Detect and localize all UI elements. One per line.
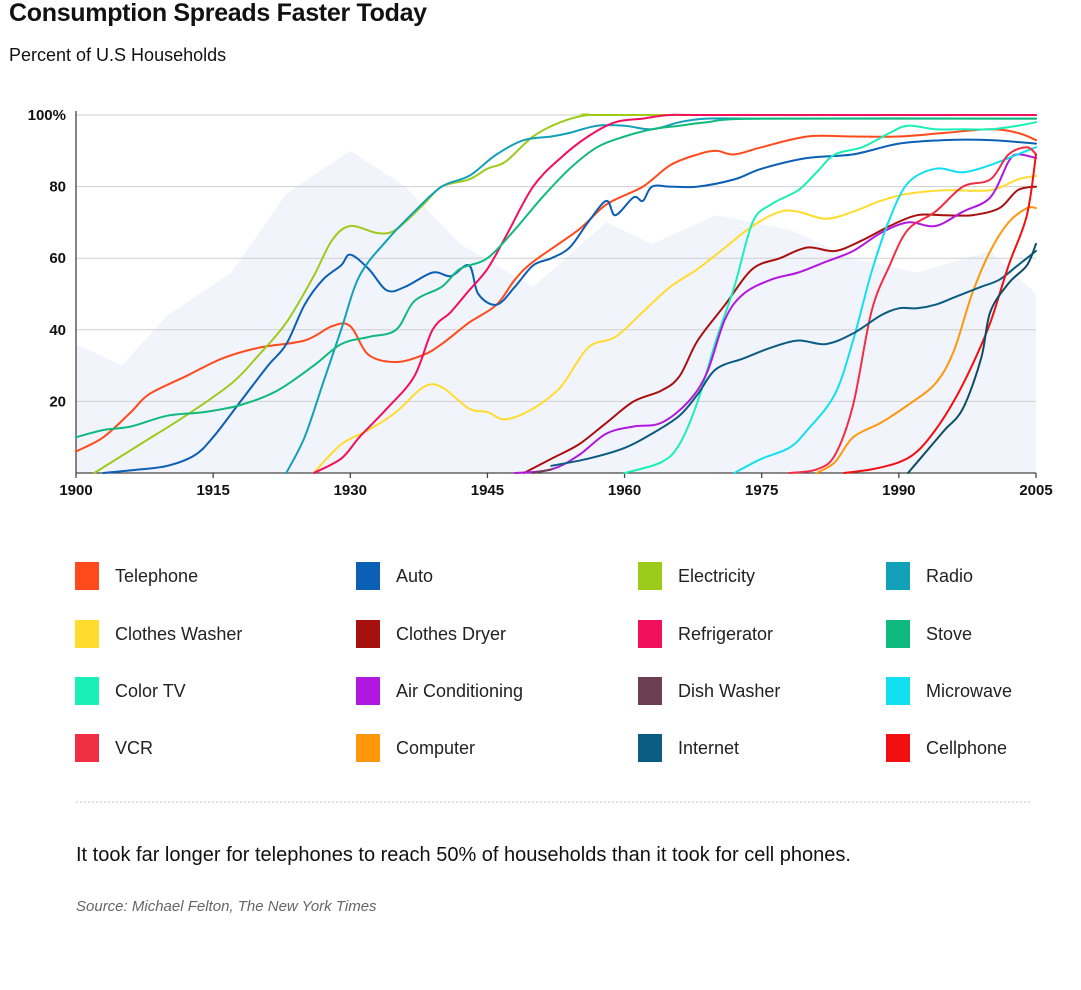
series-line-dish-washer xyxy=(532,468,553,474)
legend-swatch xyxy=(886,734,910,762)
x-tick-label: 1945 xyxy=(471,482,504,499)
legend-label: Clothes Washer xyxy=(115,623,243,644)
legend-item-dish-washer: Dish Washer xyxy=(638,677,780,705)
legend-item-computer: Computer xyxy=(356,734,475,762)
series-line-clothes-dryer xyxy=(523,185,1037,474)
y-tick-label: 100% xyxy=(28,107,66,124)
legend-item-air-conditioning: Air Conditioning xyxy=(356,677,523,705)
legend-item-vcr: VCR xyxy=(75,734,153,762)
chart-title: Consumption Spreads Faster Today xyxy=(9,0,427,27)
legend-swatch xyxy=(638,620,662,648)
x-tick-label: 1975 xyxy=(745,482,778,499)
series-line-microwave xyxy=(733,146,1037,474)
legend-swatch xyxy=(356,562,380,590)
legend-swatch xyxy=(356,677,380,705)
legend-label: Auto xyxy=(396,565,434,586)
legend-item-color-tv: Color TV xyxy=(75,677,186,705)
series-line-computer xyxy=(815,206,1037,474)
legend-swatch xyxy=(356,620,380,648)
x-tick-label: 1915 xyxy=(196,482,229,499)
legend-label: VCR xyxy=(115,737,154,758)
chart-subtitle: Percent of U.S Households xyxy=(9,45,227,65)
legend-item-clothes-dryer: Clothes Dryer xyxy=(356,620,506,648)
legend-item-internet: Internet xyxy=(638,734,739,762)
series-line-electricity xyxy=(93,113,1037,474)
legend-label: Microwave xyxy=(926,680,1013,701)
series-line-series-16 xyxy=(907,242,1037,474)
legend-item-refrigerator: Refrigerator xyxy=(638,620,773,648)
legend-label: Color TV xyxy=(115,680,186,701)
divider xyxy=(76,801,1030,803)
x-tick-label: 1930 xyxy=(334,482,367,499)
legend-swatch xyxy=(75,677,99,705)
legend-label: Electricity xyxy=(678,565,756,586)
x-tick-label: 2005 xyxy=(1019,482,1052,499)
legend-item-clothes-washer: Clothes Washer xyxy=(75,620,242,648)
x-tick-label: 1900 xyxy=(59,482,92,499)
legend-label: Telephone xyxy=(115,565,199,586)
line-chart: 20 40 60 80 100% 1900 1915 1930 1945 1960 1975 1990… xyxy=(28,107,1053,499)
y-tick-label: 20 xyxy=(49,393,66,410)
legend-item-telephone: Telephone xyxy=(75,562,198,590)
legend-label: Internet xyxy=(678,737,740,758)
series-line-auto xyxy=(102,138,1037,474)
background-silhouette xyxy=(76,150,1036,474)
chart-legend: Telephone Auto Electricity Radio Clothes Was… xyxy=(75,562,1035,772)
y-tick-label: 80 xyxy=(49,179,66,196)
series-line-color-tv xyxy=(623,121,1037,474)
y-tick-label: 60 xyxy=(49,250,66,267)
legend-swatch xyxy=(886,677,910,705)
legend-swatch xyxy=(638,562,662,590)
legend-item-microwave: Microwave xyxy=(886,677,1012,705)
series-line-stove xyxy=(75,117,1037,439)
chart-caption: It took far longer for telephones to rea… xyxy=(76,844,851,866)
x-tick-label: 1960 xyxy=(608,482,641,499)
series-line-vcr xyxy=(788,146,1037,474)
x-tick-label: 1990 xyxy=(882,482,915,499)
legend-label: Radio xyxy=(926,565,974,586)
source-note: Source: Michael Felton, The New York Tim… xyxy=(76,898,377,915)
series-line-clothes-washer xyxy=(312,174,1037,474)
legend-item-auto: Auto xyxy=(356,562,433,590)
legend-label: Air Conditioning xyxy=(396,680,524,701)
legend-label: Dish Washer xyxy=(678,680,781,701)
legend-swatch xyxy=(75,562,99,590)
y-tick-label: 40 xyxy=(49,322,66,339)
legend-swatch xyxy=(75,734,99,762)
legend-label: Stove xyxy=(926,623,973,644)
legend-swatch xyxy=(886,620,910,648)
series-line-refrigerator xyxy=(312,113,1037,474)
legend-swatch xyxy=(75,620,99,648)
legend-swatch xyxy=(356,734,380,762)
legend-swatch xyxy=(638,677,662,705)
series-line-air-conditioning xyxy=(513,153,1037,474)
legend-item-radio: Radio xyxy=(886,562,973,590)
legend-swatch xyxy=(638,734,662,762)
legend-item-stove: Stove xyxy=(886,620,972,648)
legend-swatch xyxy=(886,562,910,590)
legend-label: Refrigerator xyxy=(678,623,774,644)
legend-item-electricity: Electricity xyxy=(638,562,755,590)
legend-item-cellphone: Cellphone xyxy=(886,734,1007,762)
legend-label: Cellphone xyxy=(926,737,1008,758)
series-line-cellphone xyxy=(843,153,1037,474)
series-line-telephone xyxy=(75,128,1037,453)
legend-label: Computer xyxy=(396,737,476,758)
series-line-internet xyxy=(550,250,1037,467)
legend-label: Clothes Dryer xyxy=(396,623,507,644)
